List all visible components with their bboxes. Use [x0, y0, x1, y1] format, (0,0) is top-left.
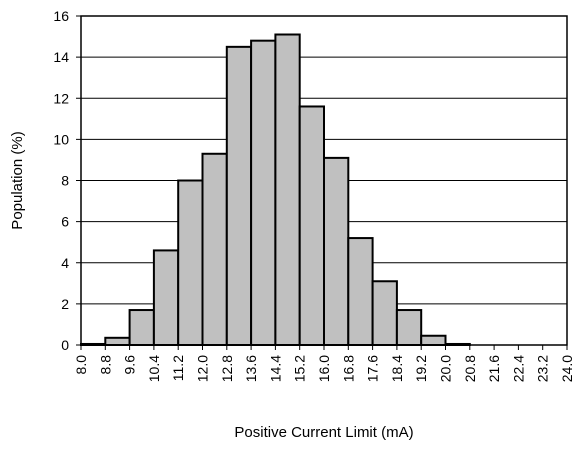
- x-tick-label: 8.8: [97, 355, 113, 375]
- y-ticks: 0 2 4 6 8 10 12 14 16: [53, 8, 81, 353]
- x-tick-label: 11.2: [170, 355, 186, 381]
- histogram-bar: [371, 280, 398, 347]
- y-tick-label: 10: [53, 131, 69, 147]
- x-ticks: 8.0 8.8 9.6 10.4 11.2 12.0 12.8 13.6 14.4 15.2 16.…: [73, 345, 574, 382]
- x-tick-label: 10.4: [146, 355, 162, 382]
- y-tick-label: 0: [61, 337, 69, 353]
- x-tick-label: 9.6: [122, 355, 138, 375]
- x-tick-label: 16.0: [316, 355, 332, 382]
- y-tick-label: 14: [53, 49, 69, 65]
- y-tick-label: 16: [53, 8, 69, 24]
- y-tick-label: 8: [61, 173, 69, 189]
- y-tick-label: 6: [61, 214, 69, 230]
- x-tick-label: 22.4: [510, 355, 526, 382]
- x-tick-label: 17.6: [365, 355, 381, 382]
- y-axis-label: Population (%): [9, 131, 26, 229]
- histogram-bar: [177, 179, 204, 346]
- x-tick-label: 14.4: [267, 355, 283, 382]
- x-tick-label: 15.2: [292, 355, 308, 382]
- histogram-bar: [128, 309, 155, 347]
- histogram-bar: [274, 33, 301, 346]
- y-tick-label: 4: [61, 255, 69, 271]
- x-tick-label: 20.0: [438, 355, 454, 382]
- histogram-bar: [225, 45, 253, 346]
- histogram-bar: [347, 237, 374, 346]
- x-tick-label: 12.0: [195, 355, 211, 382]
- bars: [80, 33, 471, 347]
- x-tick-label: 24.0: [559, 355, 574, 382]
- x-tick-label: 21.6: [486, 355, 502, 382]
- x-tick-label: 12.8: [219, 355, 235, 382]
- y-tick-label: 12: [53, 90, 69, 106]
- histogram-bar: [298, 105, 326, 346]
- x-axis-label: Positive Current Limit (mA): [234, 424, 413, 441]
- histogram-bar: [323, 156, 350, 346]
- x-tick-label: 19.2: [413, 355, 429, 382]
- histogram-bar: [420, 334, 447, 347]
- histogram-bar: [250, 39, 277, 347]
- x-tick-label: 8.0: [73, 355, 89, 375]
- y-tick-label: 2: [61, 296, 69, 312]
- histogram-bar: [201, 152, 228, 346]
- histogram-bar: [104, 336, 131, 347]
- x-tick-label: 16.8: [340, 355, 356, 382]
- x-tick-label: 23.2: [535, 355, 551, 382]
- x-tick-label: 20.8: [462, 355, 478, 382]
- x-tick-label: 18.4: [389, 355, 405, 382]
- x-tick-label: 13.6: [243, 355, 259, 382]
- histogram-bar: [395, 309, 423, 347]
- histogram-bar: [152, 249, 180, 347]
